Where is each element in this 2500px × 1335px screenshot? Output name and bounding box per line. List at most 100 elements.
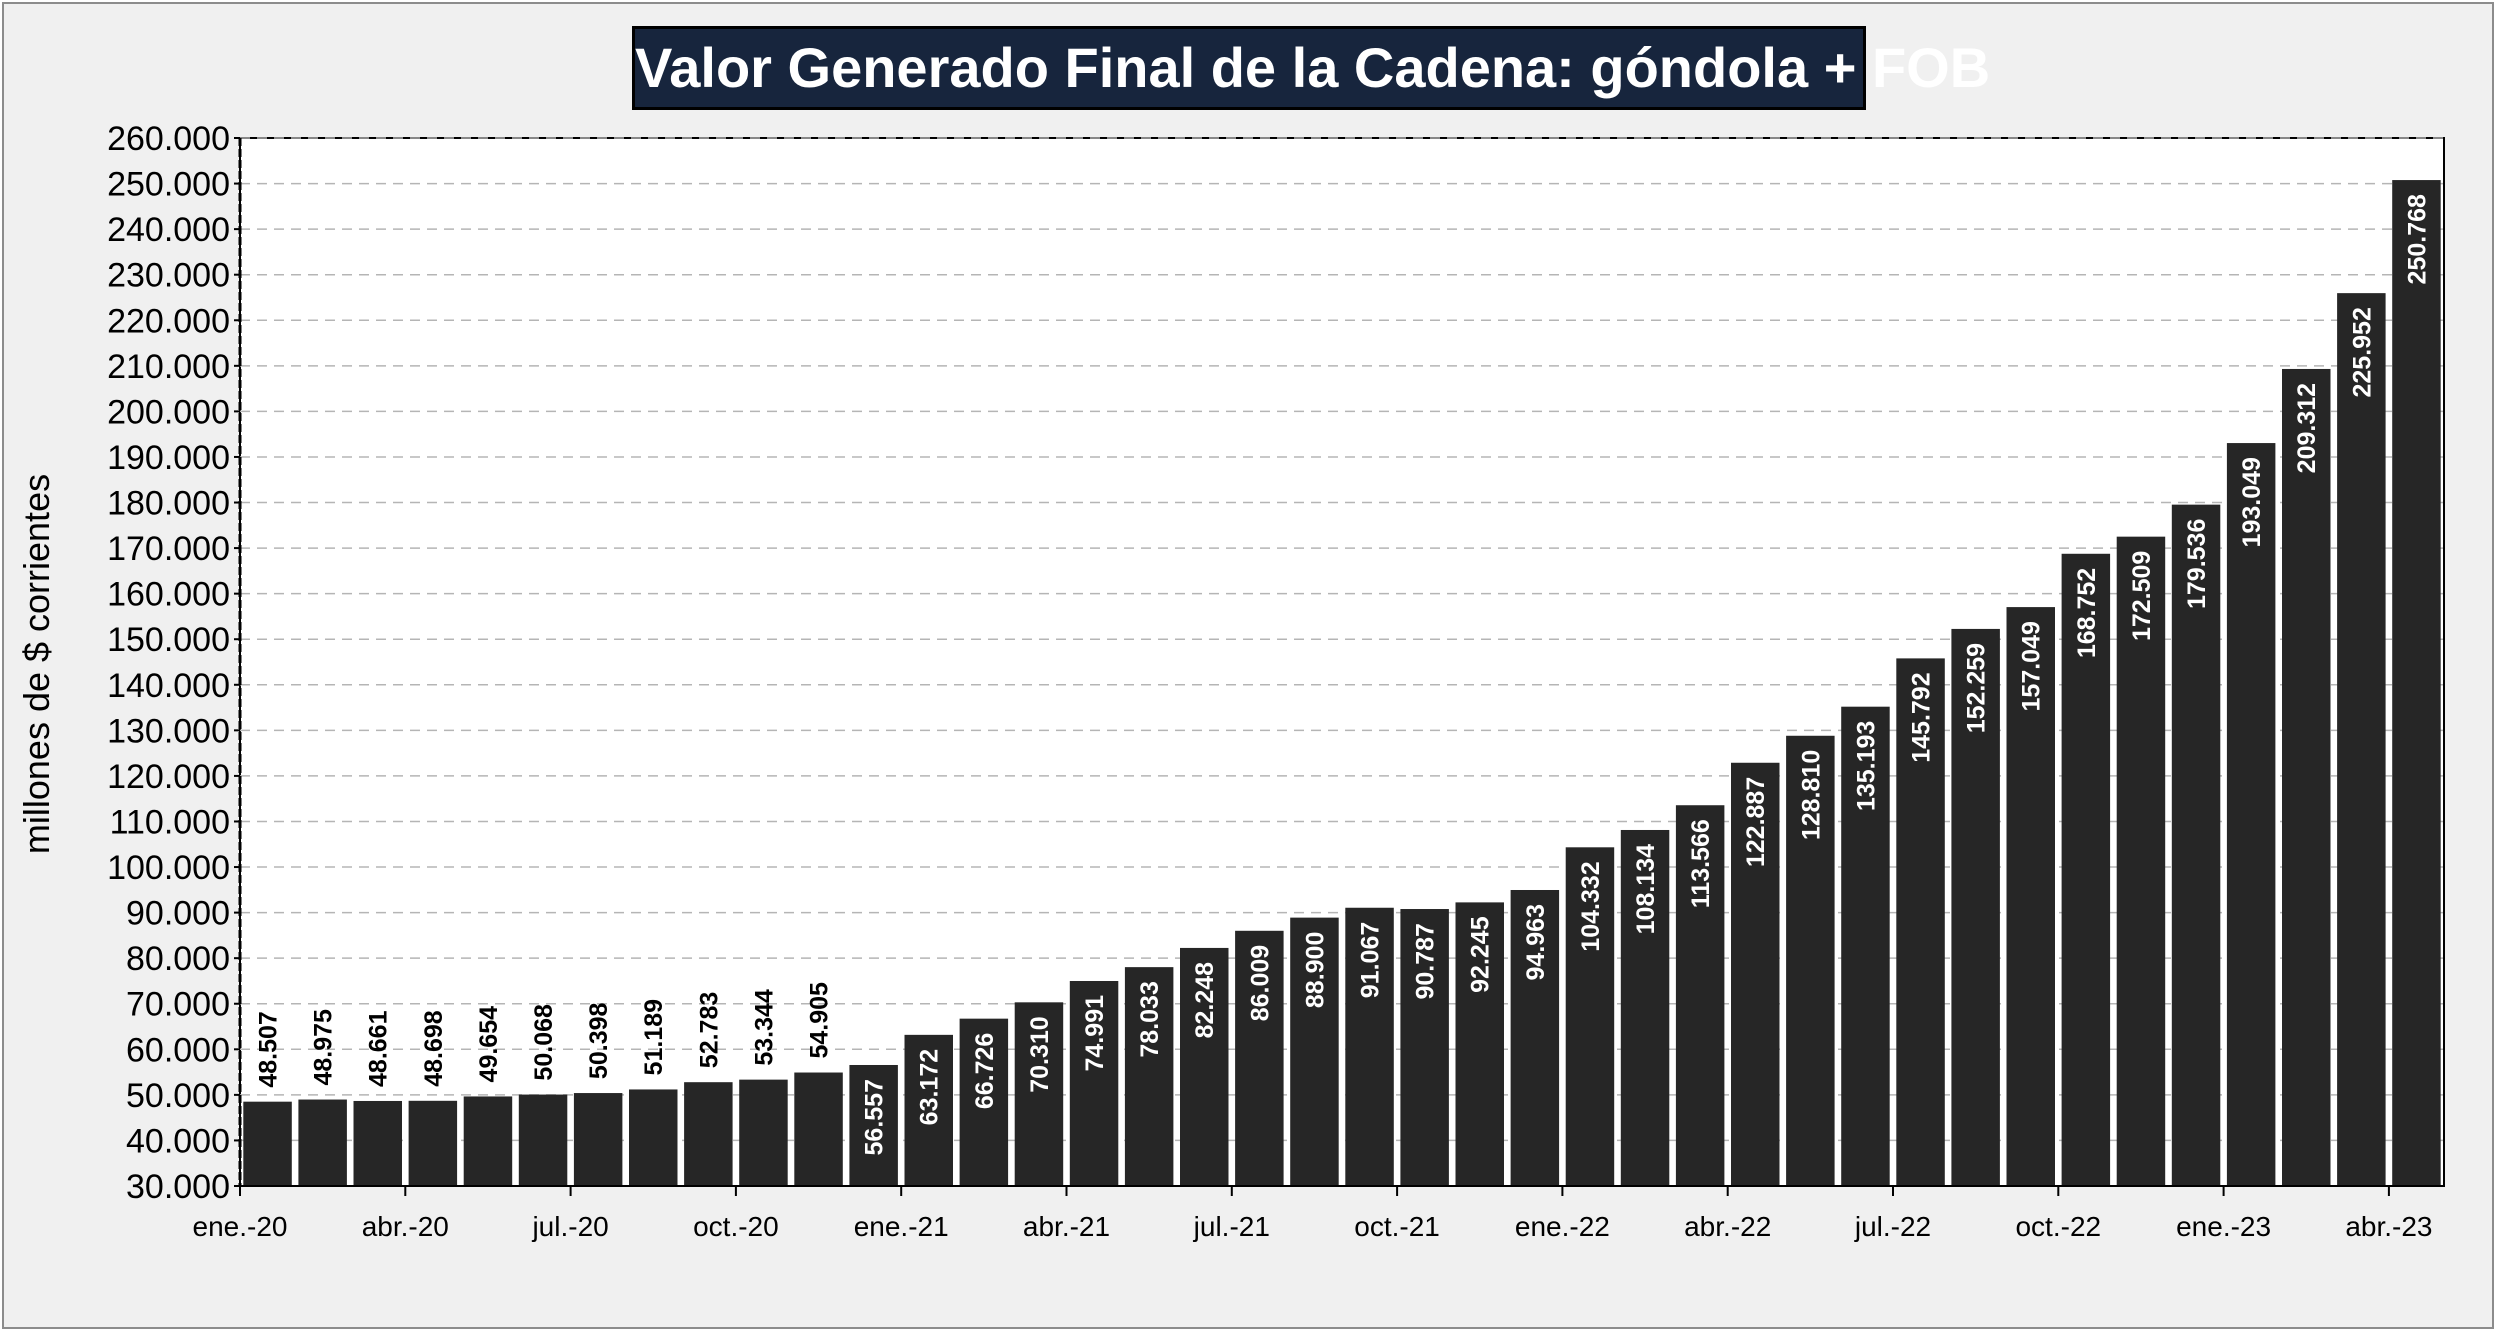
bar [518,1094,568,1186]
data-label: 86.009 [1246,945,1274,1021]
data-label: 48.507 [255,1011,283,1087]
bar [1565,847,1615,1186]
x-tick-label: oct.-20 [693,1211,779,1242]
y-tick-label: 130.000 [107,712,230,750]
y-tick-label: 160.000 [107,576,230,614]
data-label: 128.810 [1797,750,1825,840]
data-labels: 48.507 48.975 48.661 48.698 49.654 50.068 50.3… [255,194,2432,1155]
bar [1841,706,1890,1186]
bar [794,1072,843,1186]
data-label: 113.566 [1687,819,1715,908]
bar [959,1018,1009,1186]
x-tick-label: ene.-22 [1515,1211,1610,1242]
bar [2171,504,2221,1186]
bar [1951,628,2000,1186]
bar [684,1082,733,1186]
data-label: 50.398 [585,1002,613,1079]
data-label: 53.344 [750,989,778,1066]
y-tick-label: 70.000 [126,986,230,1024]
y-tick-label: 180.000 [107,485,230,523]
y-tick-label: 90.000 [126,895,230,933]
plot-area [239,137,2445,1187]
bar [408,1100,458,1186]
y-tick-label: 100.000 [107,849,230,887]
x-tick-label: abr.-20 [362,1211,449,1242]
y-tick-label: 250.000 [107,166,230,204]
x-tick-label: abr.-21 [1023,1211,1110,1242]
bar [1014,1002,1064,1186]
chart-title: Valor Generado Final de la Cadena: góndo… [632,26,1990,110]
data-label: 74.991 [1081,995,1109,1072]
x-tick-label: jul.-21 [1193,1211,1270,1242]
data-label: 50.068 [530,1004,558,1081]
data-label: 48.698 [420,1010,448,1087]
y-tick-label: 110.000 [110,803,230,841]
x-tick-label: oct.-22 [2015,1211,2101,1242]
y-tick-label: 200.000 [107,393,230,431]
bar [1731,762,1780,1186]
data-label: 54.905 [806,982,834,1059]
y-tick-label: 240.000 [107,211,230,249]
data-label: 250.768 [2403,194,2431,284]
data-label: 172.509 [2128,551,2156,641]
y-tick-label: 220.000 [107,302,230,340]
bar [1786,735,1835,1186]
data-label: 94.963 [1522,904,1550,980]
bar [1510,889,1560,1186]
bar [243,1101,292,1186]
data-label: 90.787 [1412,923,1440,999]
y-tick-label: 260.000 [107,120,230,158]
data-label: 135.193 [1852,721,1880,811]
x-tick-label: ene.-23 [2176,1211,2271,1242]
bar [1180,947,1229,1186]
data-label: 56.557 [861,1079,889,1155]
bar [1896,658,1945,1186]
bar [1345,907,1394,1186]
x-tick-label: jul.-20 [531,1211,608,1242]
bar [1235,930,1284,1186]
y-tick-label: 140.000 [107,667,230,705]
data-label: 88.900 [1301,932,1329,1008]
data-label: 152.259 [1963,643,1991,733]
y-tick-label: 210.000 [107,348,230,386]
bar [1675,805,1725,1186]
bars [243,180,2441,1187]
y-tick-label: 60.000 [126,1031,230,1069]
bar [2282,368,2331,1187]
data-label: 48.975 [310,1009,338,1086]
bar [1400,909,1449,1186]
data-label: 49.654 [475,1006,503,1083]
data-label: 82.248 [1191,962,1219,1039]
bar [904,1034,953,1186]
bar [2006,607,2055,1186]
bar [2337,293,2386,1186]
data-label: 91.067 [1357,922,1385,998]
x-tick-label: jul.-22 [1854,1211,1931,1242]
data-label: 225.952 [2348,307,2376,397]
bar [298,1099,347,1186]
data-label: 104.332 [1577,861,1605,951]
data-label: 122.887 [1742,777,1770,867]
y-tick-label: 40.000 [126,1122,230,1160]
y-tick-label: 30.000 [126,1168,230,1206]
x-tick-label: oct.-21 [1354,1211,1440,1242]
data-label: 145.792 [1908,672,1936,762]
bar [1620,829,1670,1186]
y-tick-label: 170.000 [107,530,230,568]
bar [463,1096,513,1186]
y-tick-label: 120.000 [107,758,230,796]
y-tick-label: 230.000 [107,257,230,295]
bar [629,1089,678,1186]
bar [2226,443,2276,1186]
data-label: 78.033 [1136,981,1164,1057]
bar [353,1100,402,1186]
bar [2061,553,2111,1186]
x-tick-label: ene.-21 [854,1211,949,1242]
data-label: 179.536 [2183,519,2211,609]
data-label: 63.172 [916,1049,944,1125]
x-tick-label: abr.-22 [1684,1211,1771,1242]
data-label: 52.783 [695,992,723,1068]
bar [849,1064,898,1186]
bar [2116,536,2166,1186]
